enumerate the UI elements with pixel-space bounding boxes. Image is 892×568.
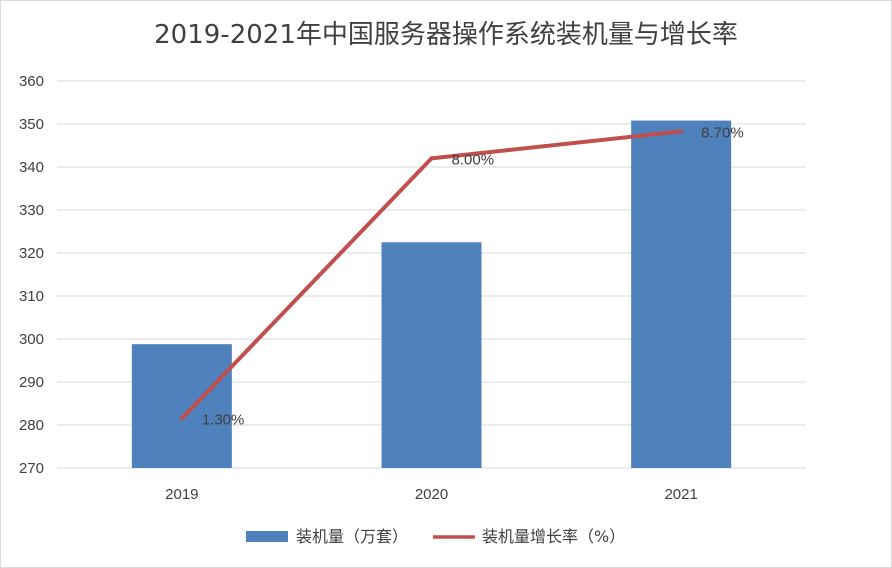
legend: 装机量（万套） 装机量增长率（%） [246, 527, 625, 546]
growth-data-label: 1.30% [202, 412, 245, 429]
x-tick-label: 2021 [664, 486, 697, 503]
x-tick-label: 2019 [165, 486, 198, 503]
data-labels: 1.30% 8.00% 8.70% [202, 124, 744, 428]
bar [131, 344, 232, 468]
x-axis-ticks: 2019 2020 2021 [165, 486, 698, 503]
line-series [179, 129, 684, 421]
y-tick-label: 300 [19, 331, 44, 348]
bar-series [131, 120, 732, 468]
line-point [179, 416, 184, 421]
bar [631, 120, 732, 468]
growth-data-label: 8.70% [701, 124, 744, 141]
x-tick-label: 2020 [415, 486, 448, 503]
legend-line-label: 装机量增长率（%） [482, 527, 625, 546]
y-tick-label: 320 [19, 245, 44, 262]
y-tick-label: 270 [19, 460, 44, 477]
legend-bar-swatch [246, 531, 288, 542]
legend-bar-label: 装机量（万套） [296, 527, 408, 546]
y-tick-label: 330 [19, 202, 44, 219]
y-tick-label: 310 [19, 288, 44, 305]
y-tick-label: 360 [19, 73, 44, 90]
growth-data-label: 8.00% [452, 151, 495, 168]
line-point [429, 156, 434, 161]
y-tick-label: 350 [19, 116, 44, 133]
y-axis-ticks: 270 280 290 300 310 320 330 340 350 360 [19, 73, 44, 477]
line-point [679, 129, 684, 134]
chart-title: 2019-2021年中国服务器操作系统装机量与增长率 [154, 20, 738, 50]
y-tick-label: 340 [19, 159, 44, 176]
y-tick-label: 290 [19, 374, 44, 391]
bar [381, 242, 482, 468]
y-tick-label: 280 [19, 417, 44, 434]
